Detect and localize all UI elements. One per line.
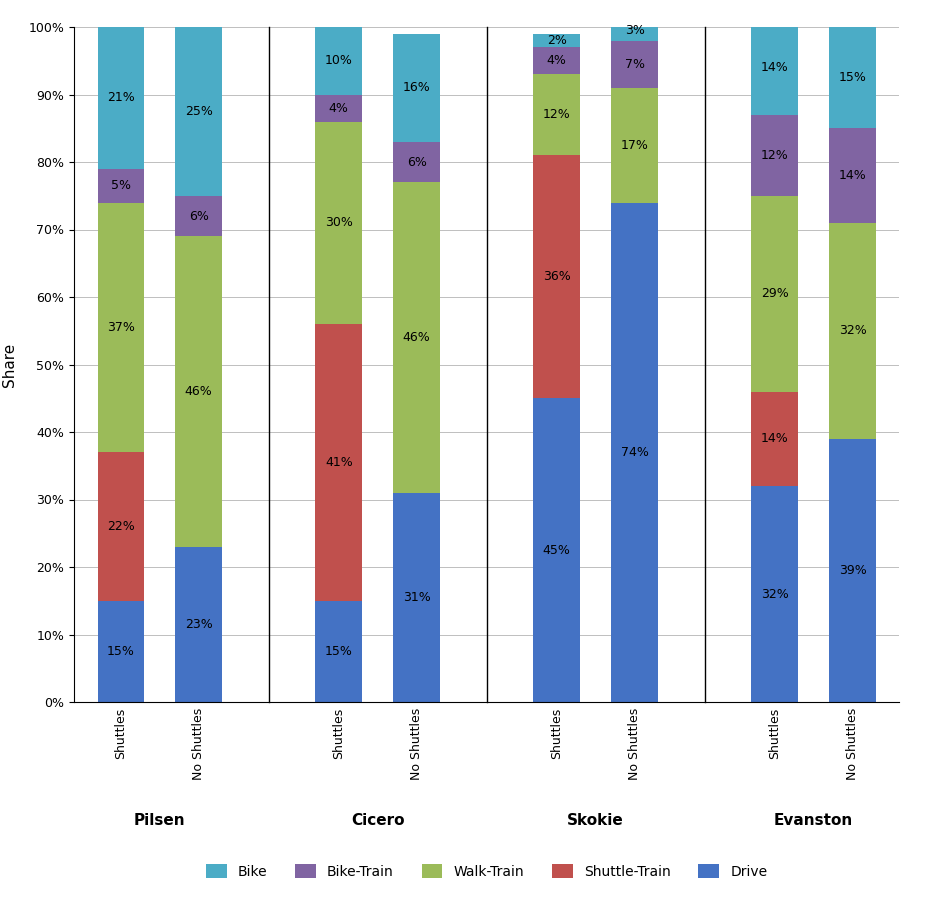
Text: 30%: 30% [324,216,353,230]
Bar [533,75,580,155]
Text: 4%: 4% [329,102,349,114]
Bar [315,122,362,324]
Y-axis label: Share: Share [3,342,18,387]
Bar [751,196,798,392]
Bar [315,324,362,601]
Legend: Bike, Bike-Train, Walk-Train, Shuttle-Train, Drive: Bike, Bike-Train, Walk-Train, Shuttle-Tr… [200,858,773,884]
Text: 3%: 3% [625,24,644,37]
Bar [611,202,658,702]
Text: 12%: 12% [761,148,789,162]
Text: Skokie: Skokie [567,813,624,828]
Bar [533,398,580,702]
Bar [315,94,362,122]
Text: 32%: 32% [839,324,867,338]
Text: 6%: 6% [407,156,426,168]
Bar [97,27,145,169]
Text: Cicero: Cicero [351,813,404,828]
Text: 5%: 5% [111,179,131,192]
Text: 36%: 36% [543,270,571,284]
Bar [829,439,876,702]
Bar [751,486,798,702]
Text: 2%: 2% [547,34,566,47]
Bar [751,20,798,114]
Bar [533,33,580,47]
Bar [97,169,145,202]
Text: 22%: 22% [107,520,134,533]
Bar [393,33,440,141]
Text: 29%: 29% [761,287,789,300]
Text: 21%: 21% [107,92,134,104]
Text: 4%: 4% [547,54,566,68]
Text: 14%: 14% [761,61,789,74]
Bar [533,47,580,75]
Bar [751,392,798,486]
Text: 14%: 14% [839,169,867,182]
Bar [611,20,658,40]
Text: 39%: 39% [839,564,867,577]
Bar [611,40,658,88]
Bar [393,182,440,493]
Text: 37%: 37% [107,321,134,334]
Text: 14%: 14% [761,432,789,446]
Bar [393,493,440,702]
Bar [97,202,145,452]
Bar [175,27,222,196]
Bar [175,236,222,546]
Bar [315,601,362,702]
Text: 15%: 15% [839,71,867,84]
Text: 31%: 31% [402,591,430,604]
Text: 45%: 45% [543,544,571,556]
Bar [829,223,876,439]
Text: 15%: 15% [107,645,134,658]
Bar [97,452,145,601]
Text: 74%: 74% [620,446,649,459]
Text: 12%: 12% [543,108,571,122]
Text: 17%: 17% [620,139,649,151]
Text: 10%: 10% [324,54,353,68]
Bar [393,141,440,182]
Text: 16%: 16% [402,81,430,94]
Bar [829,128,876,223]
Bar [829,27,876,128]
Bar [97,601,145,702]
Bar [175,546,222,702]
Text: Pilsen: Pilsen [134,813,185,828]
Bar [751,114,798,196]
Bar [611,88,658,202]
Text: 25%: 25% [184,105,212,118]
Text: 23%: 23% [184,618,212,631]
Bar [315,27,362,94]
Bar [533,155,580,398]
Text: 32%: 32% [761,588,789,600]
Text: 46%: 46% [184,385,212,398]
Text: 46%: 46% [402,331,430,344]
Text: Evanston: Evanston [774,813,853,828]
Text: 6%: 6% [189,210,209,222]
Bar [175,196,222,236]
Text: 41%: 41% [325,456,352,469]
Text: 15%: 15% [324,645,353,658]
Text: 7%: 7% [625,58,644,70]
